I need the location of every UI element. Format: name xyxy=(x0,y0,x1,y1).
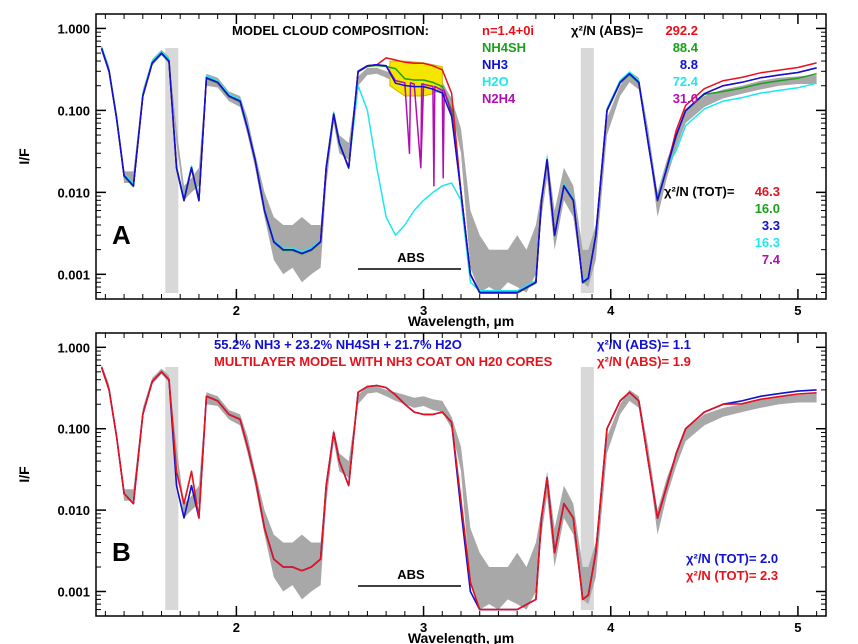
panel-b-observed-envelope xyxy=(101,364,817,610)
panel-a-header: MODEL CLOUD COMPOSITION: xyxy=(232,23,429,38)
x-axis-label: Wavelength, µm xyxy=(408,313,514,329)
panel-b-shaded-bands xyxy=(165,367,594,610)
chi-tot-blue: 3.3 xyxy=(762,218,780,233)
y-axis-label: I/F xyxy=(16,466,32,483)
x-tick-label: 4 xyxy=(607,303,615,318)
panel-a-axes: 2 3 4 5 0.001 0.010 0.100 1.000 Wavelength, µm I/… xyxy=(16,14,826,329)
shaded-band-0 xyxy=(165,48,179,293)
shaded-band-1 xyxy=(580,367,594,610)
panel-a-abs-label: ABS xyxy=(397,250,425,265)
shaded-band-0 xyxy=(165,367,179,610)
chi-tot-magenta: 7.4 xyxy=(762,252,781,267)
panel-b-abs-label: ABS xyxy=(397,567,425,582)
x-tick-label: 4 xyxy=(607,620,615,635)
panel-b-axes: 2 3 4 5 0.001 0.010 0.100 1.000 Wavelength, µm I/… xyxy=(16,333,826,644)
panel-a-legend: n=1.4+0i NH4SH NH3 H2O N2H4 292.2 88.4 8… xyxy=(482,23,781,267)
panel-a-frame xyxy=(95,13,827,300)
chi-abs-red: 292.2 xyxy=(665,23,698,38)
series-line-blue xyxy=(100,48,817,294)
chi-abs-b-red: χ²/N (ABS)= 1.9 xyxy=(597,354,691,369)
chi-abs-magenta: 31.0 xyxy=(673,91,698,106)
observed-envelope xyxy=(101,364,817,610)
panel-b: 2 3 4 5 0.001 0.010 0.100 1.000 Wavelength, µm I/… xyxy=(16,332,827,644)
chi-tot-cyan: 16.3 xyxy=(755,235,780,250)
panel-a-tot-header: χ²/N (TOT)= xyxy=(664,184,735,199)
legend-label-cyan: H2O xyxy=(482,74,509,89)
panel-a-shaded-bands xyxy=(165,48,594,293)
observed-envelope xyxy=(101,45,817,293)
chi-abs-cyan: 72.4 xyxy=(673,74,699,89)
x-tick-label: 5 xyxy=(794,620,801,635)
legend-b-red: MULTILAYER MODEL WITH NH3 COAT ON H20 CO… xyxy=(214,354,553,369)
legend-b-blue: 55.2% NH3 + 23.2% NH4SH + 21.7% H2O xyxy=(214,337,462,352)
y-tick-label: 0.100 xyxy=(57,422,90,437)
y-tick-label: 0.010 xyxy=(57,503,90,518)
chi-tot-b-blue: χ²/N (TOT)= 2.0 xyxy=(686,551,778,566)
y-tick-label: 0.100 xyxy=(57,103,90,118)
x-tick-label: 2 xyxy=(233,620,240,635)
x-axis-label: Wavelength, µm xyxy=(408,630,514,644)
y-tick-label: 0.001 xyxy=(57,267,90,282)
shaded-band-1 xyxy=(580,48,594,293)
chi-abs-blue: 8.8 xyxy=(680,57,698,72)
panel-b-model-lines xyxy=(100,366,817,611)
panel-b-legend: 55.2% NH3 + 23.2% NH4SH + 21.7% H2O MULT… xyxy=(214,337,778,583)
x-tick-label: 3 xyxy=(420,303,427,318)
legend-label-green: NH4SH xyxy=(482,40,526,55)
y-tick-label: 0.001 xyxy=(57,584,90,599)
panel-a-letter: A xyxy=(112,220,131,250)
panel-a-abs-header: χ²/N (ABS)= xyxy=(571,23,644,38)
x-tick-label: 2 xyxy=(233,303,240,318)
chi-abs-green: 88.4 xyxy=(673,40,699,55)
legend-label-red: n=1.4+0i xyxy=(482,23,534,38)
panel-a-observed-envelope xyxy=(101,45,817,293)
x-tick-label: 5 xyxy=(794,303,801,318)
legend-label-magenta: N2H4 xyxy=(482,91,516,106)
series-line-red xyxy=(100,366,817,611)
chi-tot-red: 46.3 xyxy=(755,184,780,199)
legend-label-blue: NH3 xyxy=(482,57,508,72)
chi-abs-b-blue: χ²/N (ABS)= 1.1 xyxy=(597,337,691,352)
x-tick-label: 3 xyxy=(420,620,427,635)
y-tick-label: 0.010 xyxy=(57,185,90,200)
chi-tot-green: 16.0 xyxy=(755,201,780,216)
y-tick-label: 1.000 xyxy=(57,21,90,36)
panel-a-model-lines xyxy=(100,46,817,294)
panel-b-letter: B xyxy=(112,537,131,567)
y-axis-label: I/F xyxy=(16,148,32,165)
y-tick-label: 1.000 xyxy=(57,340,90,355)
chi-tot-b-red: χ²/N (TOT)= 2.3 xyxy=(686,568,778,583)
panel-a: 2 3 4 5 0.001 0.010 0.100 1.000 Wavelength, µm I/… xyxy=(16,13,827,329)
